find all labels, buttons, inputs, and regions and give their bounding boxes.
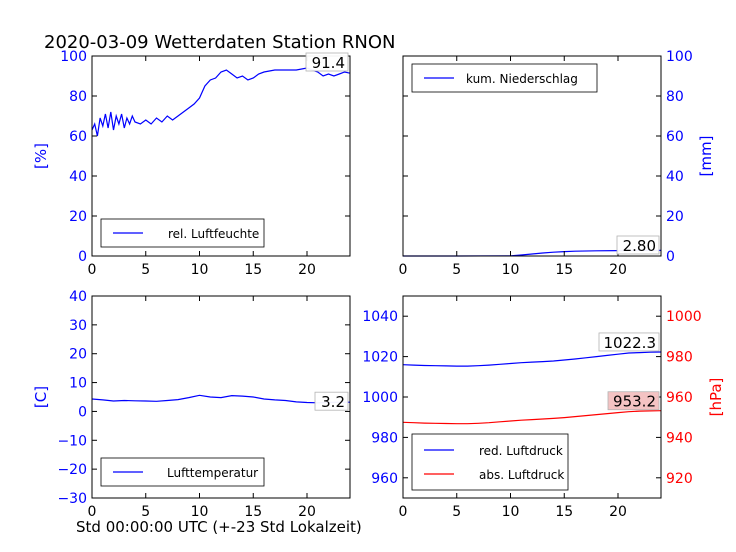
value-label-box	[598, 332, 660, 352]
y-tick-label: 0	[78, 404, 87, 420]
y-tick-label: 980	[371, 430, 398, 446]
value-label-box	[314, 391, 349, 411]
y-tick-label: 1000	[666, 309, 702, 325]
y-tick-label: 60	[666, 129, 684, 145]
x-tick-label: 0	[88, 504, 97, 520]
y-tick-label: 100	[666, 49, 693, 65]
value-label: 953.2	[613, 393, 656, 411]
y-tick-label: 20	[69, 209, 87, 225]
legend-label: red. Luftdruck	[479, 444, 563, 458]
y-tick-label: 980	[666, 350, 693, 366]
y-tick-label: 60	[69, 129, 87, 145]
y-axis-label: [mm]	[697, 136, 715, 177]
x-tick-label: 15	[555, 504, 573, 520]
x-tick-label: 10	[502, 504, 520, 520]
legend-label: rel. Luftfeuchte	[168, 227, 259, 241]
y-tick-label: 20	[666, 209, 684, 225]
y-tick-label: 40	[666, 169, 684, 185]
y-tick-label: −20	[57, 462, 87, 478]
legend-label: Lufttemperatur	[167, 466, 258, 480]
x-tick-label: 20	[609, 262, 627, 278]
y-tick-label: 1040	[362, 309, 398, 325]
plot-frame	[91, 295, 351, 499]
x-tick-label: 10	[191, 504, 209, 520]
x-tick-label: 15	[244, 504, 262, 520]
y-tick-label: 0	[666, 249, 675, 265]
series-line	[402, 410, 662, 425]
y-tick-label: 20	[69, 347, 87, 363]
y-tick-label: 960	[371, 471, 398, 487]
y-tick-label: 1020	[362, 350, 398, 366]
panel-precipitation: 0 5 10 15 20 0 20 40 60 80 100 [mm] kum. Niederschla…	[399, 49, 715, 278]
legend-box	[411, 433, 569, 491]
series-line	[91, 394, 350, 404]
x-tick-label: 10	[502, 262, 520, 278]
x-tick-label: 15	[555, 262, 573, 278]
x-tick-label: 15	[244, 262, 262, 278]
y-tick-label: 960	[666, 390, 693, 406]
x-tick-label: 20	[609, 504, 627, 520]
y-tick-label: −10	[57, 433, 87, 449]
chart-title: 2020-03-09 Wetterdaten Station RNON	[44, 32, 395, 53]
x-tick-label: 0	[88, 262, 97, 278]
value-label: 1022.3	[604, 334, 657, 352]
legend-label: kum. Niederschlag	[466, 72, 578, 86]
plot-frame	[91, 55, 351, 257]
y-tick-label: 80	[666, 89, 684, 105]
x-tick-label: 10	[191, 262, 209, 278]
x-tick-label: 5	[452, 504, 461, 520]
y-tick-label: −30	[57, 491, 87, 507]
y-tick-label: 30	[69, 318, 87, 334]
x-tick-label: 0	[399, 262, 408, 278]
x-tick-label: 20	[298, 262, 316, 278]
y-tick-label: 80	[69, 89, 87, 105]
y-tick-label: 940	[666, 430, 693, 446]
y-tick-label: 40	[69, 289, 87, 305]
value-label-box	[305, 52, 349, 72]
x-tick-label: 20	[298, 504, 316, 520]
y-tick-label: 10	[69, 376, 87, 392]
y-tick-label: 920	[666, 471, 693, 487]
x-tick-label: 5	[141, 262, 150, 278]
series-line	[91, 67, 351, 137]
x-tick-label: 5	[141, 504, 150, 520]
y-axis-label: [%]	[32, 143, 50, 169]
y-tick-label: 100	[60, 49, 87, 65]
panel-humidity: 0 5 10 15 20 0 20 40 60 80 100 [%] rel. Luftfeuchte 9…	[32, 49, 351, 278]
legend-label: abs. Luftdruck	[479, 468, 564, 482]
value-label: 91.4	[312, 54, 345, 72]
value-label-box	[616, 235, 660, 255]
value-label: 3.2	[321, 393, 345, 411]
y-tick-label: 1000	[362, 390, 398, 406]
series-line	[402, 351, 662, 367]
y-axis-label: [C]	[32, 386, 50, 408]
x-axis-title: Std 00:00:00 UTC (+-23 Std Lokalzeit)	[76, 518, 362, 536]
panel-temperature: 0 5 10 15 20 −30 −20 −10 0 10 20 30 40 [C] Lufttempera…	[32, 289, 351, 520]
panel-pressure: 0 5 10 15 20 960 980 1000 1020 1040 920 940 960 980 10…	[362, 295, 725, 520]
plot-frame	[402, 55, 662, 257]
x-tick-label: 5	[452, 262, 461, 278]
value-label-box	[607, 391, 660, 411]
y-tick-label: 0	[78, 249, 87, 265]
y-axis-label: [hPa]	[707, 378, 725, 417]
value-label: 2.80	[623, 237, 656, 255]
x-tick-label: 0	[399, 504, 408, 520]
y-tick-label: 40	[69, 169, 87, 185]
